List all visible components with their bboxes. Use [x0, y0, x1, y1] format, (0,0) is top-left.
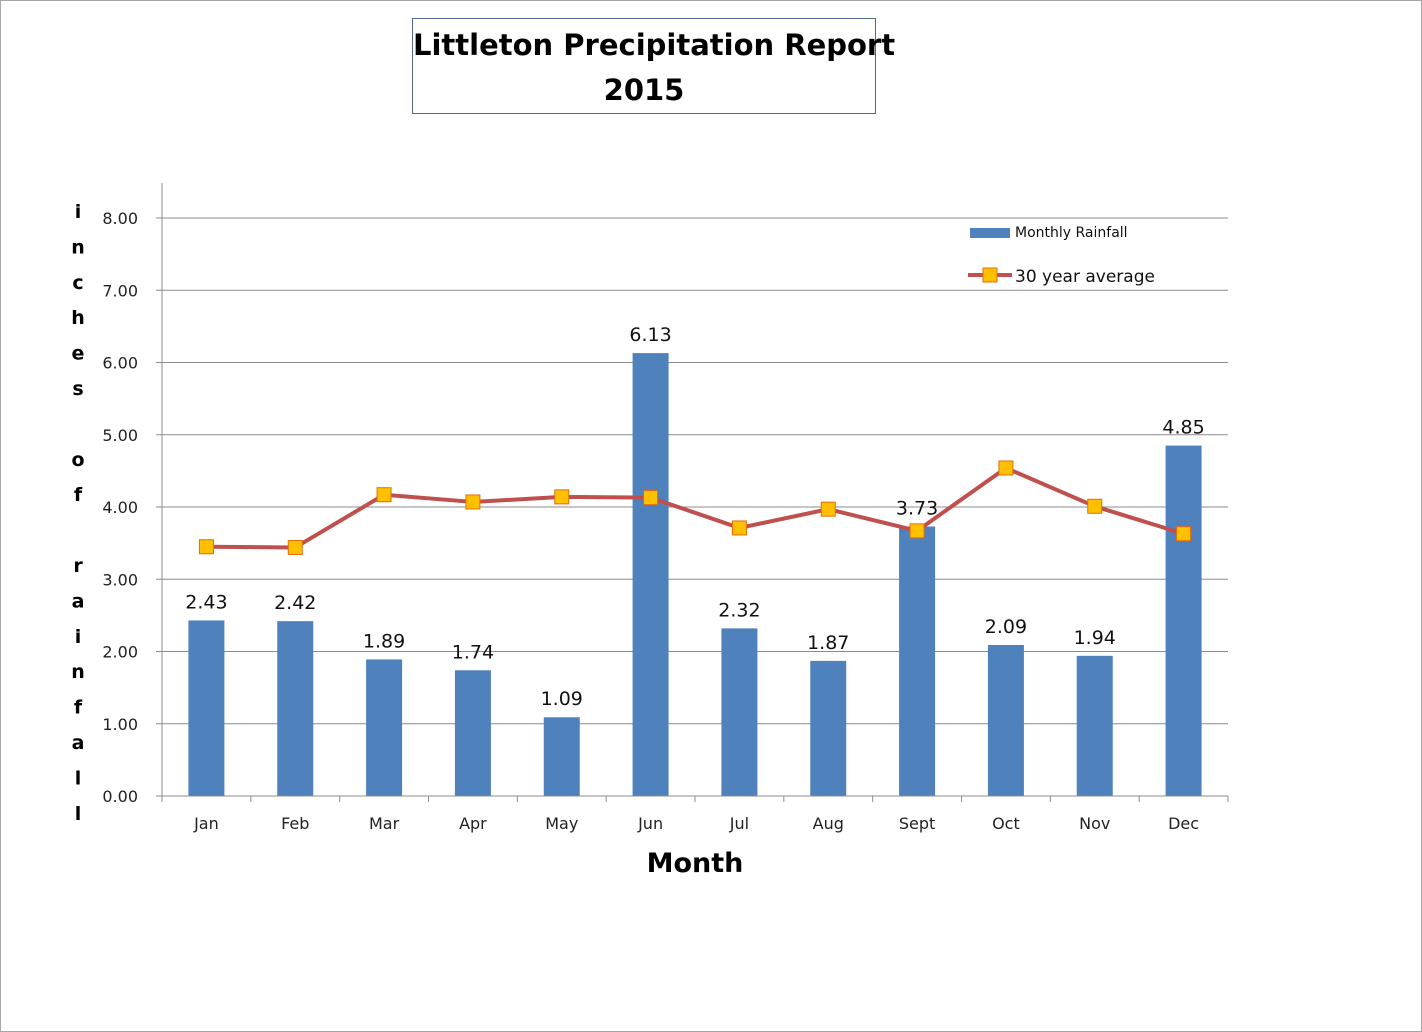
x-tick-label: Sept	[899, 814, 935, 833]
line-marker	[198, 539, 214, 555]
y-tick-label: 5.00	[102, 426, 138, 445]
chart-subtitle: 2015	[603, 73, 685, 107]
line-marker	[643, 490, 659, 506]
line-marker	[731, 520, 747, 536]
legend-label-30-year-average: 30 year average	[1015, 267, 1155, 287]
x-tick-label: Dec	[1168, 814, 1199, 833]
y-axis-title-letter: s	[72, 378, 83, 400]
x-tick-label: Jul	[729, 814, 749, 833]
bar-data-label: 6.13	[629, 324, 671, 346]
bar-data-label: 1.89	[363, 630, 405, 652]
y-tick-label: 4.00	[102, 498, 138, 517]
y-axis-title-letter: l	[75, 803, 82, 825]
line-marker	[287, 539, 303, 555]
y-axis-ticks: 0.00 1.00 2.00 3.00 4.00 5.00 6.00 7.00 8.00	[102, 209, 138, 806]
bar-data-label: 2.09	[985, 616, 1027, 638]
y-axis-title-letter: n	[71, 661, 85, 683]
y-tick-label: 3.00	[102, 570, 138, 589]
y-axis-title-letter: i	[75, 201, 82, 223]
line-marker	[998, 460, 1014, 476]
bar	[277, 621, 314, 796]
bar	[188, 620, 225, 796]
line-marker	[376, 487, 392, 503]
line-marker	[465, 494, 481, 510]
bar-data-label: 2.42	[274, 592, 316, 614]
bar-data-label: 2.32	[718, 599, 760, 621]
legend-label-monthly-rainfall: Monthly Rainfall	[1015, 225, 1128, 241]
y-axis-title-letter: h	[71, 307, 85, 329]
legend-marker-30-year-average	[982, 267, 998, 283]
y-tick-label: 6.00	[102, 354, 138, 373]
bar	[721, 628, 758, 796]
bar	[543, 717, 580, 796]
chart-title-box: Littleton Precipitation Report 2015	[412, 18, 896, 114]
bar	[366, 659, 403, 796]
y-axis-title-letter: o	[71, 449, 84, 471]
bar-data-labels: 2.43 2.42 1.89 1.74 1.09 6.13 2.32 1.87 3.73 2.09…	[185, 324, 1204, 710]
x-tick-label: Nov	[1079, 814, 1110, 833]
line-marker	[820, 501, 836, 517]
bar	[987, 644, 1024, 796]
x-tick-label: Mar	[369, 814, 400, 833]
y-tick-label: 7.00	[102, 281, 138, 300]
y-tick-label: 8.00	[102, 209, 138, 228]
y-axis-title-letter: f	[74, 484, 83, 506]
bar	[899, 526, 936, 796]
bar-data-label: 3.73	[896, 498, 938, 520]
y-tick-label: 1.00	[102, 715, 138, 734]
line-marker	[554, 489, 570, 505]
x-tick-label: Oct	[992, 814, 1020, 833]
bar	[454, 670, 491, 796]
gridlines	[156, 217, 1228, 725]
x-tick-label: May	[545, 814, 578, 833]
x-tick-label: Apr	[459, 814, 487, 833]
x-tick-label: Aug	[813, 814, 844, 833]
bar-data-label: 1.87	[807, 632, 849, 654]
x-axis-ticks: Jan Feb Mar Apr May Jun Jul Aug Sept Oct Nov Dec	[193, 814, 1199, 833]
y-axis-title-letter: e	[72, 343, 85, 365]
legend-swatch-monthly-rainfall	[970, 228, 1010, 238]
x-tick-label: Jan	[193, 814, 219, 833]
y-axis-title-letter: f	[74, 697, 83, 719]
y-axis-title-letter: a	[72, 590, 85, 612]
y-axis-title-letter: r	[73, 555, 83, 577]
bar-data-label: 1.09	[541, 688, 583, 710]
bar-data-label: 1.74	[452, 641, 494, 663]
x-tick-label: Jun	[637, 814, 663, 833]
line-marker	[1176, 526, 1192, 542]
bar	[810, 660, 847, 796]
x-tick-label: Feb	[281, 814, 309, 833]
bar-data-label: 1.94	[1074, 627, 1116, 649]
y-axis-title-letter: i	[75, 626, 82, 648]
line-series	[198, 460, 1192, 555]
legend: Monthly Rainfall 30 year average	[968, 225, 1155, 287]
average-line	[206, 465, 1185, 550]
line-marker	[909, 523, 925, 539]
bar	[1076, 655, 1113, 796]
x-axis-title: Month	[647, 848, 744, 879]
y-axis-title-letter: n	[71, 236, 85, 258]
y-axis-title-letter: c	[72, 272, 83, 294]
bar-data-label: 4.85	[1162, 417, 1204, 439]
y-axis-title-letter: a	[72, 732, 85, 754]
bar-series	[188, 353, 1202, 796]
line-marker	[1087, 498, 1103, 514]
bar	[632, 353, 669, 796]
y-tick-label: 0.00	[102, 787, 138, 806]
y-axis-title-letter: l	[75, 767, 82, 789]
bar	[1165, 445, 1202, 796]
bar-data-label: 2.43	[185, 591, 227, 613]
y-tick-label: 2.00	[102, 643, 138, 662]
axes	[156, 183, 1229, 802]
chart-title: Littleton Precipitation Report	[413, 28, 896, 62]
